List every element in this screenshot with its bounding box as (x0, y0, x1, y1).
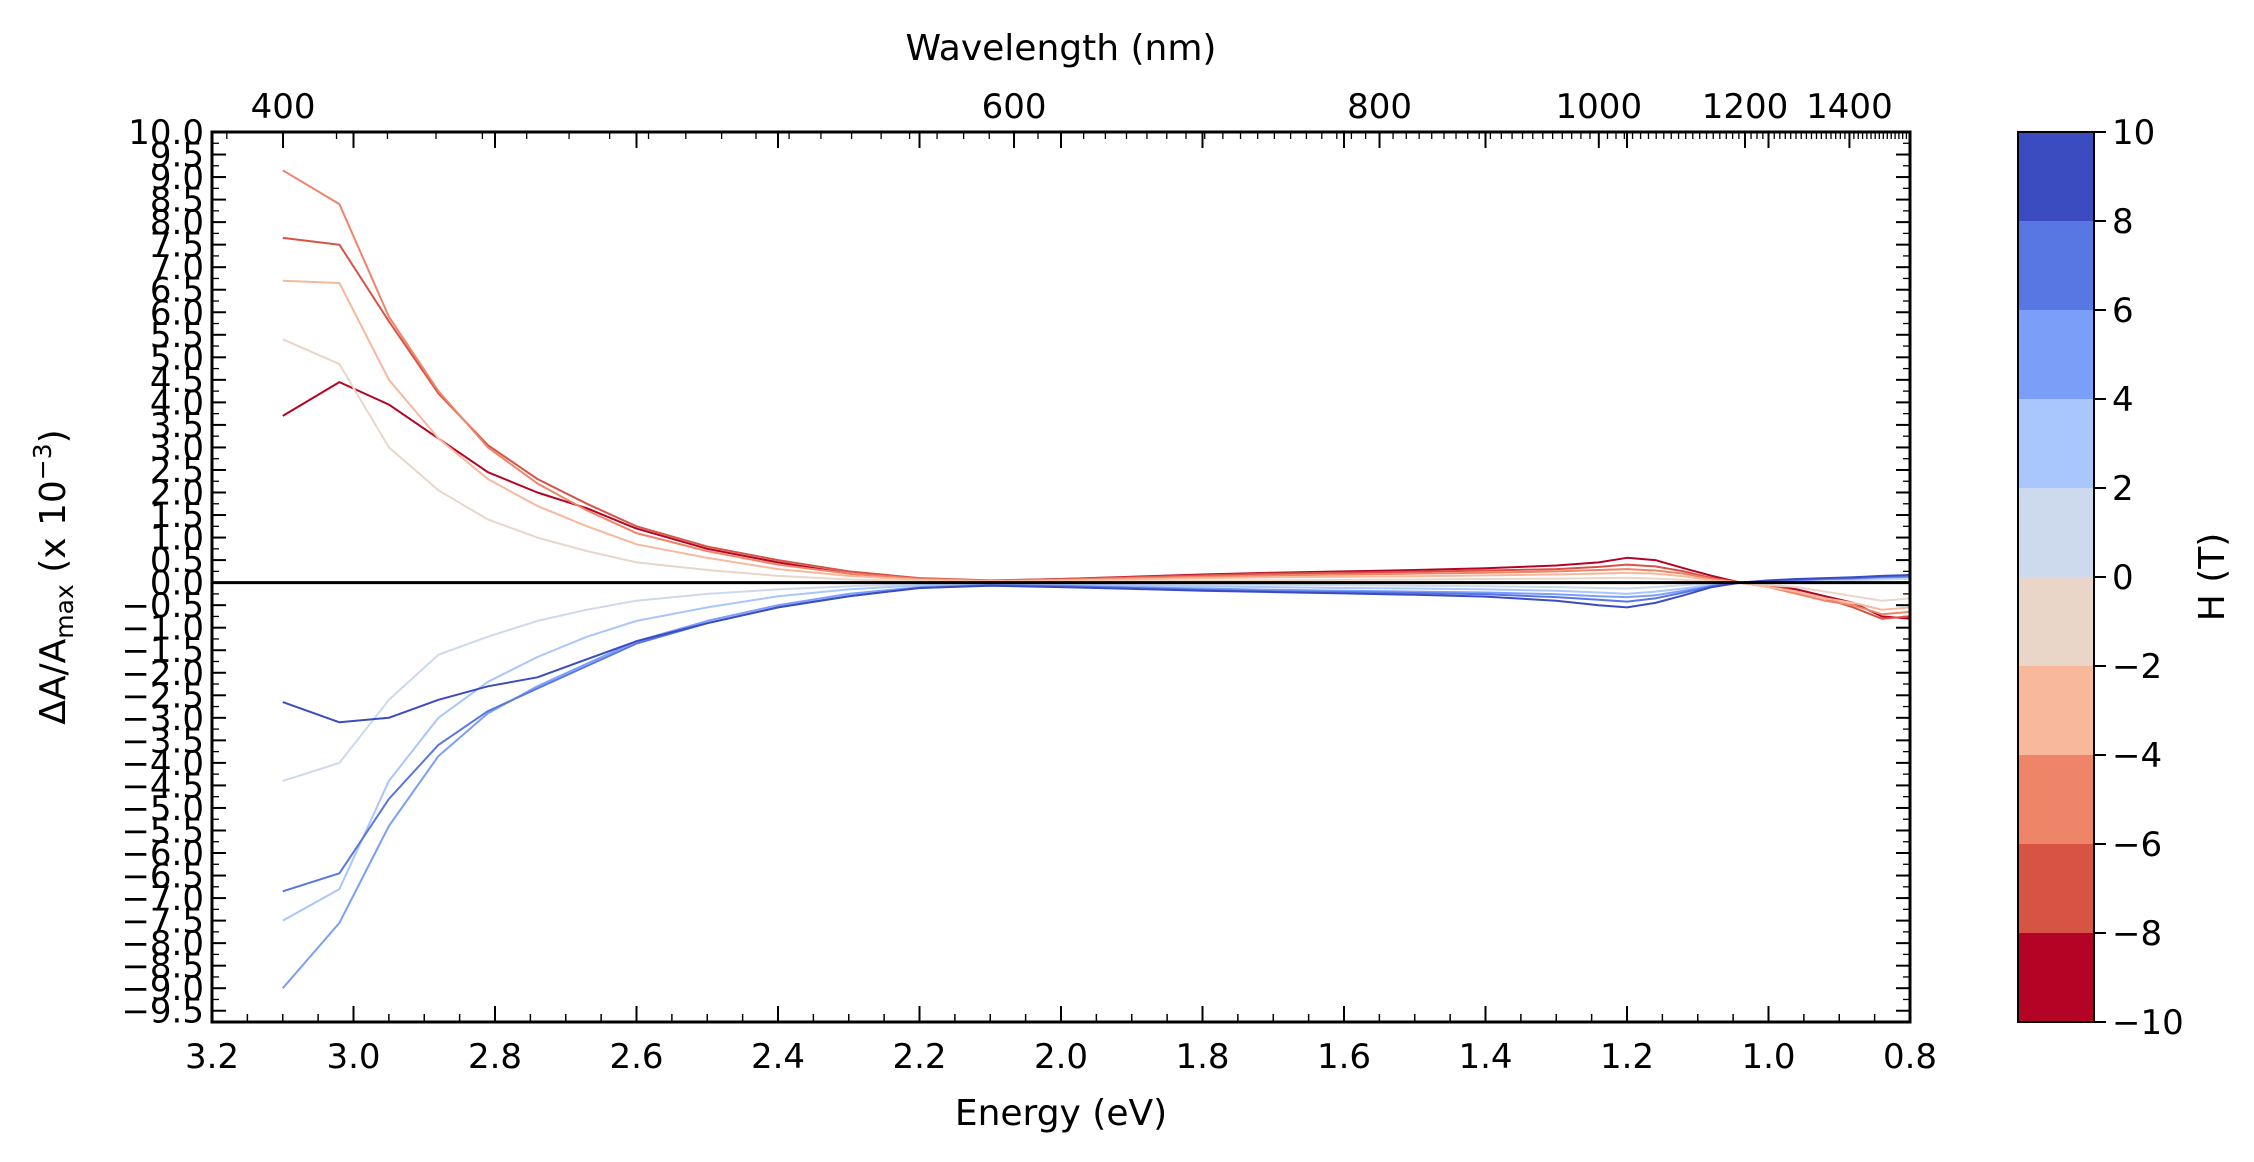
y-axis-title-exponent: −3 (28, 443, 57, 480)
y-tick-label: 6.5 (150, 271, 204, 311)
y-tick-label: −7.5 (121, 902, 204, 942)
y-tick-label: 10.0 (128, 113, 204, 153)
y-tick-label: 5.0 (150, 338, 204, 378)
y-tick-label: −9.5 (121, 992, 204, 1032)
y-axis-tick-labels: −9.5−9.0−8.5−8.0−7.5−7.0−6.5−6.0−5.5−5.0… (121, 113, 204, 1032)
y-tick-label: 3.0 (150, 428, 204, 468)
x-tick-label: 0.8 (1883, 1037, 1937, 1077)
x2-tick-label: 600 (982, 87, 1047, 127)
x2-tick-label: 400 (251, 87, 316, 127)
colorbar-tick-label: −10 (2112, 1003, 2184, 1043)
colorbar-tick-label: 6 (2112, 291, 2134, 331)
colorbar-segment (2018, 933, 2094, 1023)
x-axis-tick-labels: 3.2 3.0 2.8 2.6 2.4 2.2 2.0 1.8 1.6 1.4 1.2 1.0 0.8 (185, 1037, 1937, 1077)
x2-tick-label: 1200 (1702, 87, 1789, 127)
colorbar-tick-label: −2 (2112, 647, 2162, 687)
x2-tick-label: 800 (1347, 87, 1412, 127)
x-tick-label: 1.4 (1458, 1037, 1512, 1077)
y-axis-title-close: ) (33, 429, 74, 443)
y-tick-label: −4.0 (121, 744, 204, 784)
colorbar-tick-label: 8 (2112, 202, 2134, 242)
y-axis-title-suffix: (x 10 (33, 480, 74, 584)
y-tick-label: −6.5 (121, 857, 204, 897)
y-tick-label: −5.0 (121, 789, 204, 829)
y-tick-label: −1.0 (121, 609, 204, 649)
y-tick-label: 7.0 (150, 248, 204, 288)
y-tick-label: 0.5 (150, 541, 204, 581)
colorbar-segment (2018, 399, 2094, 489)
y-tick-label: −6.0 (121, 834, 204, 874)
y-tick-label: −8.0 (121, 924, 204, 964)
y-tick-label: −9.0 (121, 969, 204, 1009)
colorbar-segment (2018, 132, 2094, 222)
colorbar-segment (2018, 666, 2094, 756)
y-tick-label: 1.0 (150, 519, 204, 559)
x2-tick-label: 1000 (1556, 87, 1643, 127)
y-tick-label: −3.0 (121, 699, 204, 739)
y-tick-label: −7.0 (121, 879, 204, 919)
y-tick-label: 2.0 (150, 474, 204, 514)
x-tick-label: 1.6 (1317, 1037, 1371, 1077)
colorbar-segment (2018, 488, 2094, 578)
x-tick-label: 2.8 (468, 1037, 522, 1077)
x-tick-label: 1.8 (1175, 1037, 1229, 1077)
x-tick-label: 2.4 (751, 1037, 805, 1077)
y-tick-label: 5.5 (150, 316, 204, 356)
y-tick-label: −4.5 (121, 766, 204, 806)
y-tick-label: −3.5 (121, 721, 204, 761)
y-tick-label: 7.5 (150, 226, 204, 266)
colorbar-tick-label: −8 (2112, 914, 2162, 954)
colorbar-tick-label: −4 (2112, 736, 2162, 776)
tick-layer (211, 131, 1911, 1023)
x-tick-label: 1.2 (1600, 1037, 1654, 1077)
y-tick-label: 4.0 (150, 383, 204, 423)
colorbar-segment (2018, 310, 2094, 400)
y-tick-label: 9.0 (150, 158, 204, 198)
x-tick-label: 2.6 (609, 1037, 663, 1077)
x-axis-title: Energy (eV) (955, 1093, 1167, 1134)
y-tick-label: −1.5 (121, 631, 204, 671)
y-tick-label: 6.0 (150, 293, 204, 333)
colorbar-tick-label: 0 (2112, 558, 2134, 598)
colorbar-segment (2018, 755, 2094, 845)
y-axis-title-main: ΔA/A (33, 638, 74, 724)
colorbar-segment (2018, 577, 2094, 667)
y-axis-title: ΔA/Amax (x 10−3) (28, 429, 79, 724)
y-tick-label: 8.5 (150, 181, 204, 221)
x2-tick-label: 1400 (1806, 87, 1893, 127)
x-tick-label: 2.0 (1034, 1037, 1088, 1077)
series-line (282, 338, 1911, 602)
series-line (282, 279, 1911, 611)
plot-frame (210, 130, 1912, 1024)
x-tick-label: 2.2 (892, 1037, 946, 1077)
x-tick-label: 3.2 (185, 1037, 239, 1077)
x2-axis-title: Wavelength (nm) (906, 28, 1217, 69)
colorbar: 10 8 6 4 2 0 −2 −4 −6 −8 −10 (2017, 113, 2184, 1043)
y-tick-label: −2.0 (121, 654, 204, 694)
y-tick-label: 3.5 (150, 406, 204, 446)
x-tick-label: 3.0 (326, 1037, 380, 1077)
y-axis-title-subscript: max (50, 584, 79, 638)
y-tick-label: 9.5 (150, 136, 204, 176)
y-tick-label: 8.0 (150, 203, 204, 243)
y-tick-label: −0.5 (121, 586, 204, 626)
x-tick-label: 1.0 (1741, 1037, 1795, 1077)
y-tick-label: 1.5 (150, 496, 204, 536)
y-tick-label: 4.5 (150, 361, 204, 401)
colorbar-tick-label: −6 (2112, 825, 2162, 865)
y-tick-label: −8.5 (121, 947, 204, 987)
colorbar-title: H (T) (2192, 533, 2233, 622)
colorbar-tick-label: 2 (2112, 469, 2134, 509)
colorbar-segment (2018, 221, 2094, 311)
colorbar-tick-label: 4 (2112, 380, 2134, 420)
y-tick-label: 0.0 (150, 564, 204, 604)
y-tick-label: −5.5 (121, 811, 204, 851)
colorbar-tick-label: 10 (2112, 113, 2155, 153)
plot-background (212, 132, 1910, 1022)
y-tick-label: −2.5 (121, 676, 204, 716)
y-tick-label: 2.5 (150, 451, 204, 491)
x2-axis-tick-labels: 400 600 800 1000 1200 1400 (251, 87, 1893, 127)
colorbar-segment (2018, 844, 2094, 934)
